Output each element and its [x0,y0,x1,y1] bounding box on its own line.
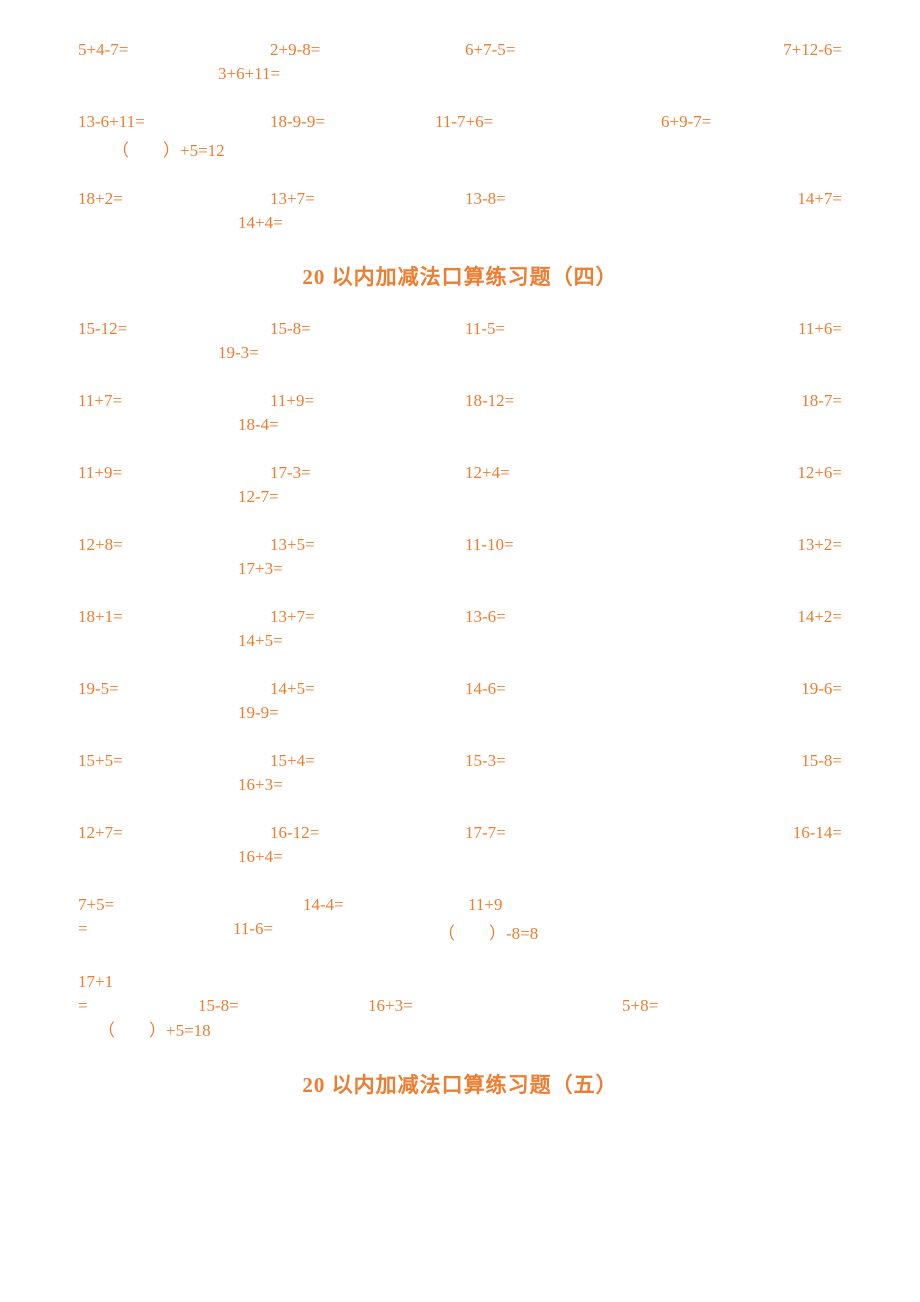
problem-cell: 15-12= [78,319,270,339]
problem-cell: 11+7= [78,391,270,411]
problem-cell: 14+2= [661,607,842,627]
problem-cell: 13+7= [270,607,465,627]
problem-group: 18+1=13+7=13-6=14+2= 14+5= [78,607,842,651]
problem-cell: 19-9= [238,703,279,723]
problem-cell: 13-6= [465,607,661,627]
problem-cell: 12+7= [78,823,270,843]
problem-cell: 11-10= [465,535,661,555]
problem-cell: = [78,996,198,1016]
section-heading-4: 20 以内加减法口算练习题（四） [78,261,842,291]
problem-cell: 11-5= [465,319,661,339]
problem-cell: 11-7+6= [435,112,661,132]
problem-cell: 14+5= [270,679,465,699]
problem-cell: 19-6= [661,679,842,699]
problem-group: 11+9=17-3=12+4=12+6= 12-7= [78,463,842,507]
problem-cell: （ ）-8=8 [438,919,538,944]
problem-cell: 11+6= [661,319,842,339]
problem-cell: 12+6= [661,463,842,483]
problem-cell: 2+9-8= [270,40,465,60]
problem-cell: 11+9 [468,895,502,915]
problem-cell: 17-7= [465,823,661,843]
problem-cell: 14-6= [465,679,661,699]
problem-cell: 6+7-5= [465,40,661,60]
problem-cell: 17+1 [78,972,113,992]
problem-cell: 18+1= [78,607,270,627]
problem-cell: 3+6+11= [218,64,280,84]
problem-cell: 14+4= [238,213,283,233]
problem-cell: 7+5= [78,895,303,915]
problem-cell: 7+12-6= [661,40,842,60]
problem-cell: 12+4= [465,463,661,483]
problem-cell: 17-3= [270,463,465,483]
top-section: 5+4-7=2+9-8=6+7-5=7+12-6= 3+6+11= 13-6+11=… [78,40,842,233]
problem-cell: 12+8= [78,535,270,555]
problem-cell: （ ）+5=12 [112,136,225,161]
worksheet-page: 5+4-7=2+9-8=6+7-5=7+12-6= 3+6+11= 13-6+11=… [78,40,842,1099]
problem-cell: 15-3= [465,751,661,771]
problem-group: 11+7=11+9=18-12=18-7= 18-4= [78,391,842,435]
problem-cell: 15+4= [270,751,465,771]
problem-cell: 18+2= [78,189,270,209]
section-heading-5: 20 以内加减法口算练习题（五） [78,1069,842,1099]
problem-cell: 16+3= [238,775,283,795]
problem-cell: 16+4= [238,847,283,867]
problem-cell: 15-8= [198,996,368,1016]
problem-cell: 18-12= [465,391,661,411]
problem-cell: 15-8= [661,751,842,771]
problem-cell: 12-7= [238,487,279,507]
problem-group: 19-5=14+5=14-6=19-6= 19-9= [78,679,842,723]
problem-cell: 18-4= [238,415,279,435]
section-4: 15-12=15-8=11-5=11+6=19-3=11+7=11+9=18-1… [78,319,842,867]
problem-cell: 19-5= [78,679,270,699]
problem-cell: 13+2= [661,535,842,555]
problem-cell: 11+9= [270,391,465,411]
problem-group-special-2: 17+1 = 15-8= 16+3= 5+8= （ ）+5=18 [78,972,842,1041]
problem-cell: 11-6= [233,919,438,944]
problem-cell: 15-8= [270,319,465,339]
problem-cell: 14+7= [661,189,842,209]
problem-cell: 13+5= [270,535,465,555]
problem-cell: = [78,919,233,944]
problem-cell: 5+8= [622,996,658,1016]
problem-cell: 11+9= [78,463,270,483]
problem-group: 12+8=13+5=11-10=13+2= 17+3= [78,535,842,579]
problem-group: 15-12=15-8=11-5=11+6= 19-3= [78,319,842,363]
problem-cell: 15+5= [78,751,270,771]
problem-cell: 13-6+11= [78,112,270,132]
problem-cell: 6+9-7= [661,112,842,132]
problem-group-special-1: 7+5= 14-4= 11+9 = 11-6= （ ）-8=8 [78,895,842,944]
problem-cell: 16+3= [368,996,622,1016]
problem-group: 12+7=16-12=17-7=16-14= 16+4= [78,823,842,867]
problem-cell: 16-14= [661,823,842,843]
problem-cell: 18-7= [661,391,842,411]
problem-group: 5+4-7=2+9-8=6+7-5=7+12-6= 3+6+11= [78,40,842,84]
problem-cell: 19-3= [218,343,259,363]
problem-cell: 13+7= [270,189,465,209]
problem-cell: 17+3= [238,559,283,579]
problem-cell: 14-4= [303,895,468,915]
problem-cell: 5+4-7= [78,40,270,60]
problem-group: 13-6+11=18-9-9=11-7+6=6+9-7=（ ）+5=12 [78,112,842,161]
problem-cell: （ ）+5=18 [98,1016,211,1041]
problem-cell: 16-12= [270,823,465,843]
problem-cell: 13-8= [465,189,661,209]
problem-group: 15+5=15+4=15-3=15-8= 16+3= [78,751,842,795]
problem-cell: 14+5= [238,631,283,651]
problem-group: 18+2=13+7=13-8=14+7= 14+4= [78,189,842,233]
